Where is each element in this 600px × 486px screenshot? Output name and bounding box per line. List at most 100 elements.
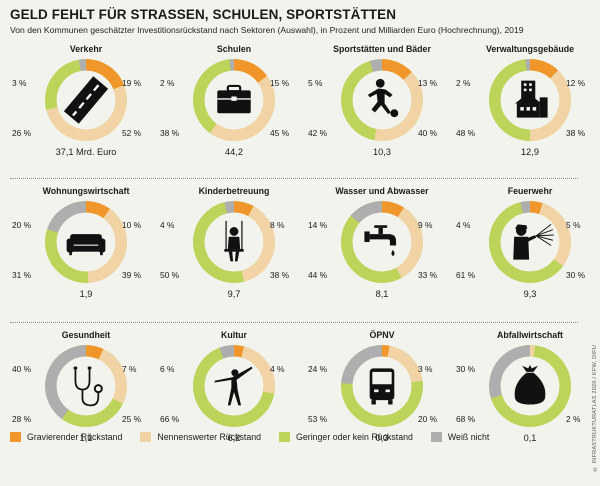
donut-title: Sportstätten und Bäder — [333, 44, 431, 54]
donut-chart — [489, 345, 571, 427]
donut-title: Verkehr — [69, 44, 103, 54]
donut-chart — [341, 345, 423, 427]
slice-label: 2 % — [456, 78, 471, 88]
slice-label: 4 % — [160, 220, 175, 230]
donut-cell: Verwaltungsgebäude 12 % 38 % 48 % 2 % 12,9 — [456, 44, 600, 182]
slice-label: 12 % — [566, 78, 586, 88]
donut-slice — [193, 345, 275, 427]
briefcase-icon — [216, 84, 252, 115]
legend-item: Nennenswerter Rückstand — [140, 432, 261, 442]
donut-chart — [45, 345, 127, 427]
donut-slice — [45, 59, 127, 141]
chart-subtitle: Von den Kommunen geschätzter Investition… — [10, 25, 524, 35]
donut-chart — [193, 201, 275, 283]
donut-title: Kultur — [221, 330, 247, 340]
slice-label: 38 % — [270, 270, 290, 280]
donut-total: 9,3 — [523, 289, 537, 299]
slice-label: 10 % — [122, 220, 142, 230]
donut-total: 0,3 — [375, 433, 389, 443]
row-divider — [10, 178, 578, 179]
donut-chart — [341, 201, 423, 283]
chart-title: GELD FEHLT FÜR STRASSEN, SCHULEN, SPORTS… — [10, 7, 397, 22]
donut-slice — [341, 59, 423, 141]
donut-slice — [193, 345, 275, 427]
stethoscope-icon — [72, 365, 103, 407]
donut-chart — [193, 59, 275, 141]
legend-label: Nennenswerter Rückstand — [157, 432, 262, 442]
dancer-icon — [214, 366, 253, 406]
legend-item: Geringer oder kein Rückstand — [279, 432, 413, 442]
donut-title: Gesundheit — [61, 330, 111, 340]
slice-label: 24 % — [308, 364, 328, 374]
donut-slice — [45, 345, 127, 427]
donut-chart — [45, 59, 127, 141]
legend-item: Gravierender Rückstand — [10, 432, 122, 442]
donut-slice — [341, 201, 423, 283]
slice-label: 61 % — [456, 270, 476, 280]
donut-cell: Abfallwirtschaft 2 % 68 % 30 % 0,1 — [456, 330, 600, 468]
donut-chart — [341, 59, 423, 141]
slice-label: 50 % — [160, 270, 180, 280]
bus-icon — [369, 368, 395, 405]
slice-label: 15 % — [270, 78, 290, 88]
legend-swatch — [10, 432, 21, 442]
donut-total: 10,3 — [373, 147, 391, 157]
slice-label: 40 % — [418, 128, 438, 138]
donut-slice — [489, 59, 571, 141]
donut-total: 8,1 — [375, 289, 389, 299]
donut-slice — [193, 201, 275, 283]
donut-slice — [193, 59, 275, 141]
donut-total: 1,1 — [79, 433, 93, 443]
slice-label: 45 % — [270, 128, 290, 138]
slice-label: 4 % — [456, 220, 471, 230]
donut-slice — [45, 59, 127, 141]
donut-cell: Wasser und Abwasser 9 % 33 % 44 % 14 % 8,1 — [308, 186, 456, 324]
donut-slice — [341, 59, 423, 141]
donut-slice — [45, 345, 127, 427]
slice-label: 2 % — [160, 78, 175, 88]
donut-total: 6,2 — [227, 433, 241, 443]
legend-label: Geringer oder kein Rückstand — [296, 432, 413, 442]
faucet-icon — [364, 225, 397, 257]
donut-slice — [193, 201, 275, 283]
donut-cell: Wohnungswirtschaft 10 % 39 % 31 % 20 % 1,9 — [12, 186, 160, 324]
donut-slice — [489, 201, 571, 283]
donut-slice — [45, 201, 127, 283]
donut-total: 9,7 — [227, 289, 241, 299]
donut-chart — [45, 201, 127, 283]
donut-cell: Schulen 15 % 45 % 38 % 2 % 44,2 — [160, 44, 308, 182]
slice-label: 14 % — [308, 220, 328, 230]
slice-label: 5 % — [308, 78, 323, 88]
donut-cell: Kultur 4 % 66 % 6 % 6,2 — [160, 330, 308, 468]
donut-slice — [45, 345, 127, 427]
legend: Gravierender Rückstand Nennenswerter Rück… — [10, 432, 489, 442]
donut-slice — [45, 201, 127, 283]
slice-label: 13 % — [418, 78, 438, 88]
donut-cell: Kinderbetreuung 8 % 38 % 50 % 4 % 9,7 — [160, 186, 308, 324]
slice-label: 4 % — [270, 364, 285, 374]
donut-slice — [341, 201, 423, 283]
swing-child-icon — [223, 220, 245, 262]
donut-chart — [489, 201, 571, 283]
donut-total: 44,2 — [225, 147, 243, 157]
road-icon — [63, 76, 109, 124]
donut-title: Wohnungswirtschaft — [42, 186, 130, 196]
legend-item: Weiß nicht — [430, 432, 489, 442]
donut-chart — [489, 59, 571, 141]
slice-label: 53 % — [308, 414, 328, 424]
slice-label: 25 % — [122, 414, 142, 424]
donut-title: Feuerwehr — [507, 186, 553, 196]
slice-label: 2 % — [566, 414, 581, 424]
slice-label: 7 % — [122, 364, 137, 374]
slice-label: 28 % — [12, 414, 32, 424]
donut-slice — [341, 345, 423, 427]
slice-label: 30 % — [456, 364, 476, 374]
donut-slice — [193, 59, 275, 141]
donut-cell: Sportstätten und Bäder 13 % 40 % 42 % 5 % 10,… — [308, 44, 456, 182]
donut-title: Wasser und Abwasser — [335, 186, 429, 196]
donut-title: Verwaltungsgebäude — [486, 44, 574, 54]
slice-label: 6 % — [160, 364, 175, 374]
buildings-icon — [515, 80, 548, 118]
sofa-icon — [66, 234, 106, 256]
donut-title: Schulen — [216, 44, 252, 54]
